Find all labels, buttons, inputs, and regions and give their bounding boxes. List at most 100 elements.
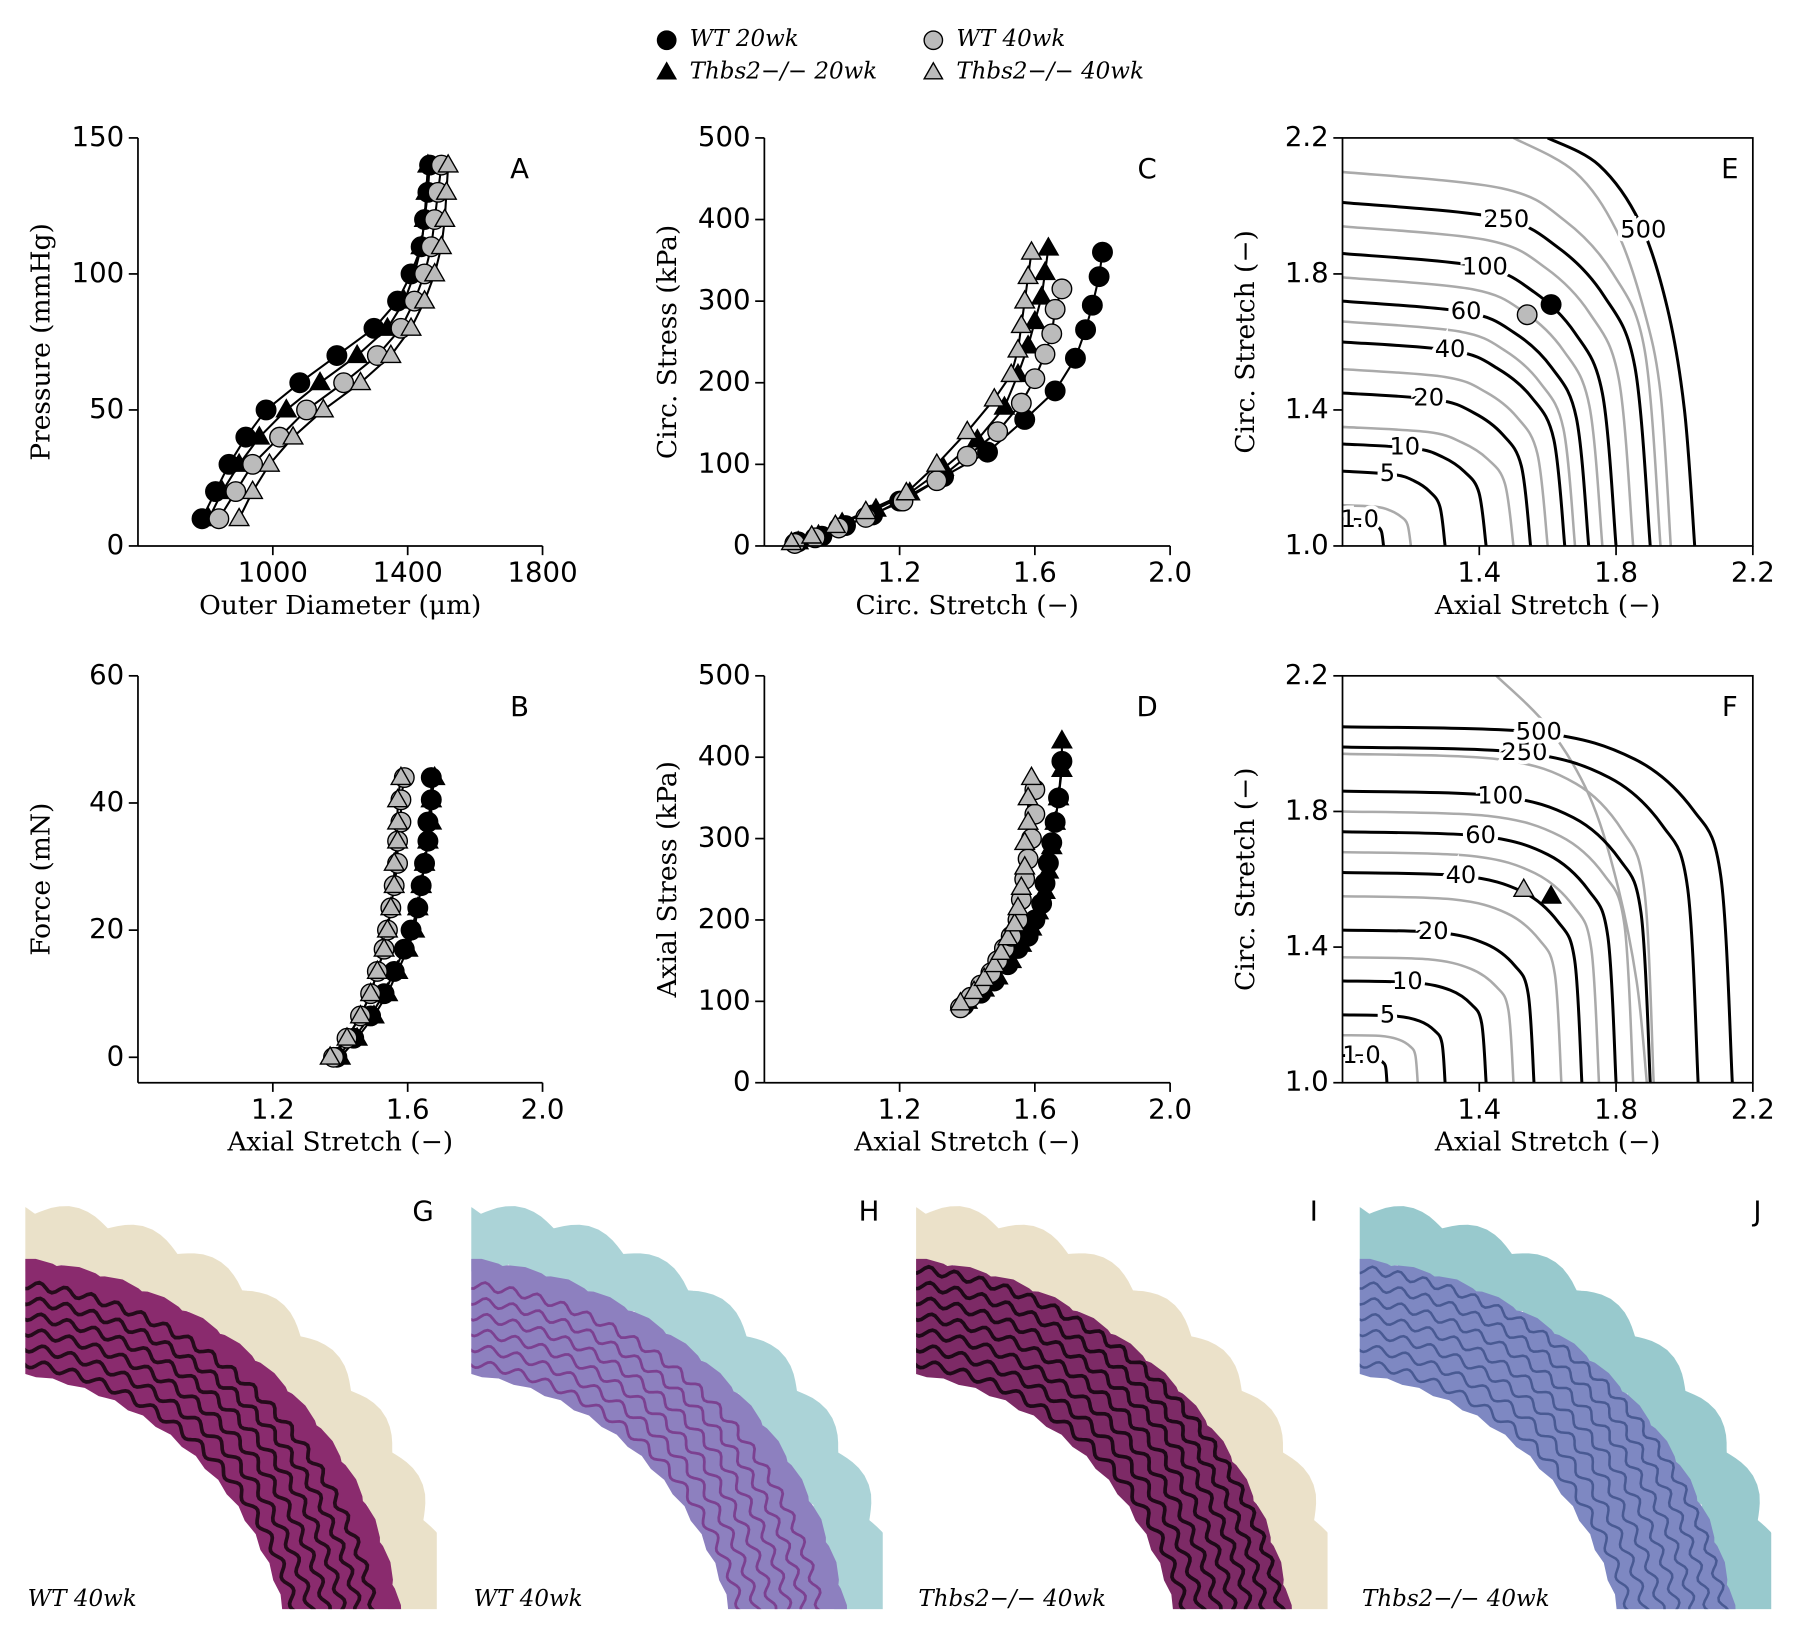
lamella [25, 1360, 296, 1610]
contour-line [1342, 1013, 1447, 1083]
contour-label: 250 [1483, 205, 1529, 233]
contour-line [1342, 340, 1567, 546]
marker-triangle [346, 343, 369, 364]
marker-triangle [1037, 236, 1060, 256]
marker-triangle [1050, 729, 1073, 749]
marker-circle [1044, 380, 1066, 402]
y-tick-label: 100 [698, 983, 751, 1016]
marker-triangle [1023, 309, 1046, 330]
tissue [916, 1206, 1328, 1610]
contour-line [1342, 442, 1488, 546]
contour-label: 100 [1477, 781, 1523, 809]
marker-circle [225, 481, 247, 503]
marker-triangle [1044, 810, 1067, 830]
marker-circle [656, 30, 677, 51]
marker-circle [1092, 241, 1113, 263]
marker-triangle [949, 991, 972, 1011]
contour-line [1342, 955, 1515, 1083]
lamella [916, 1264, 1286, 1610]
x-tick-label: 1.6 [1013, 1092, 1057, 1125]
axes-frame [1341, 137, 1754, 547]
marker-triangle [435, 180, 458, 200]
marker-triangle [406, 896, 429, 916]
contour-line [1342, 830, 1618, 1083]
marker-triangle [895, 481, 918, 501]
lamella [471, 1360, 742, 1610]
y-tick-label: 200 [698, 902, 751, 935]
legend-label: WT 40wk [956, 26, 1065, 52]
contour-label: 40 [1446, 861, 1477, 889]
marker-circle [255, 399, 277, 421]
x-tick-label: 1.8 [1594, 556, 1638, 589]
y-tick-label: 150 [72, 120, 125, 153]
contour-label: 5 [1380, 1001, 1395, 1029]
marker-triangle [990, 940, 1013, 961]
contour-line [1342, 367, 1549, 546]
marker-triangle [379, 896, 402, 916]
contour-line [1342, 850, 1601, 1083]
marker-triangle [376, 918, 399, 938]
marker-circle [289, 372, 311, 394]
x-axis-label: Axial Stretch (−) [853, 1127, 1080, 1158]
y-tick-label: 500 [698, 120, 751, 153]
contour-label: 60 [1465, 821, 1496, 849]
contour-line [1546, 137, 1697, 546]
marker-triangle [1040, 835, 1063, 855]
lamella [916, 1328, 1223, 1610]
panel-letter: C [1137, 152, 1156, 185]
marker-triangle [420, 810, 443, 830]
marker-triangle [248, 425, 271, 445]
marker-triangle [383, 851, 406, 871]
lamella [25, 1328, 332, 1610]
marker-circle [296, 399, 317, 421]
marker-circle [242, 453, 264, 475]
marker-triangle [241, 479, 264, 500]
x-tick-label: 2.0 [1148, 1092, 1192, 1125]
marker-triangle [389, 765, 412, 786]
y-tick-label: 0 [733, 528, 751, 561]
marker-circle [923, 30, 944, 51]
marker-triangle [275, 398, 298, 418]
contour-line [1342, 320, 1577, 546]
marker-circle [987, 421, 1009, 443]
image-caption: Thbs2−/− 40wk [918, 1586, 1106, 1612]
lamella [1359, 1297, 1696, 1610]
panel-letter: H [859, 1195, 880, 1228]
marker-triangle [996, 926, 1019, 946]
marker-circle [1051, 278, 1073, 300]
marker-triangle [396, 937, 419, 957]
tissue [471, 1206, 883, 1610]
x-tick-label: 1.2 [878, 556, 922, 589]
marker-triangle [258, 452, 281, 472]
lamella [1359, 1281, 1711, 1610]
panel-letter: G [412, 1195, 433, 1228]
marker-triangle [1050, 757, 1073, 777]
marker-circle [1010, 392, 1032, 414]
marker-triangle [1006, 896, 1029, 916]
contour-line [1342, 391, 1533, 546]
y-tick-label: 1.0 [1285, 528, 1329, 561]
x-axis-label: Axial Stretch (−) [1434, 1127, 1661, 1158]
marker-triangle [1013, 289, 1036, 309]
marker-triangle [800, 524, 823, 544]
marker-triangle [423, 765, 446, 786]
contour-line [1342, 1054, 1389, 1083]
marker-triangle [1010, 875, 1033, 895]
lamella [25, 1312, 347, 1610]
y-tick-label: 50 [89, 392, 124, 425]
panel-letter: A [510, 152, 529, 185]
panel: 0 100 200 300 400 500 1.2 1.6 2.0 Circ. Stretch (… [652, 120, 1192, 621]
x-tick-label: 1.4 [1457, 1092, 1501, 1125]
marker-triangle [373, 937, 396, 957]
contour-label: 500 [1516, 718, 1562, 746]
marker-triangle [420, 788, 443, 808]
marker-triangle [1006, 338, 1029, 358]
marker-triangle [1003, 912, 1026, 932]
marker-triangle [963, 979, 985, 1000]
x-tick-label: 2.0 [521, 1092, 565, 1125]
marker-triangle [376, 982, 399, 1002]
marker-circle [1044, 298, 1066, 320]
lamella [25, 1296, 362, 1610]
